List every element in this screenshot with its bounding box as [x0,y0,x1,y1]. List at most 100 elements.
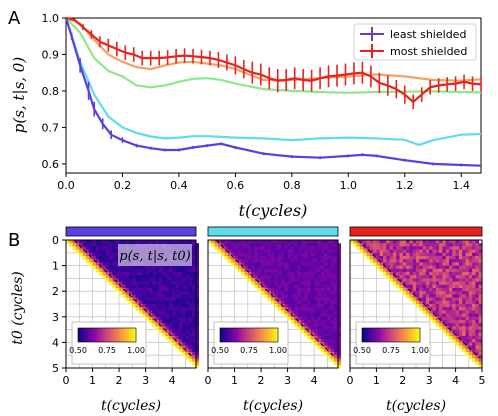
heatmap-cell [115,252,120,257]
heatmap-cell [320,345,325,350]
heatmap-cell [462,310,466,314]
heatmap-cell [392,259,397,263]
heatmap-cell [406,275,410,279]
heatmap-cell [214,240,219,244]
heatmap-cell [192,304,196,308]
heatmap-cell [287,307,292,311]
heatmap-cell [237,249,242,254]
colorbar-segment [394,328,398,342]
heatmap-cell [165,291,170,295]
heatmap-cell [334,355,338,359]
heatmap-cell [195,320,199,324]
heatmap-cell [152,297,156,302]
heatmap-cell [175,297,180,302]
heatmap-cell [182,288,186,292]
heatmap-cell [445,307,450,311]
heatmap-cell [317,297,322,302]
heatmap-cell [297,323,302,327]
heatmap-cell [139,278,143,282]
heatmap-cell [277,275,282,279]
heatmap-cell [92,259,97,263]
heatmap-cell [458,268,463,273]
heatmap-cell [416,275,420,279]
heatmap-cell [142,278,146,282]
heatmap-cell [310,275,315,279]
heatmap-cell [175,265,180,270]
heatmap-cell [327,249,332,254]
heatmap-cell [105,246,110,250]
heatmap-cell [264,246,269,250]
heatmap-cell [314,320,318,324]
heatmap-cell [274,259,278,263]
heatmap-cell [178,281,183,286]
heatmap-cell [254,265,259,270]
heatmap-cell [148,275,153,279]
heatmap-cell [294,272,298,276]
heatmap-cell [304,297,308,302]
heatmap-cell [158,288,163,292]
colorbar-segment [247,328,250,342]
heatmap-cell [287,249,292,254]
heatmap-cell [330,304,335,308]
heatmap-cell [314,265,318,270]
heatmap-cell [334,259,338,263]
heatmap-cell [122,281,127,286]
y-tick-label: 0.7 [42,121,60,134]
heatmap-cell [182,294,186,298]
heatmap-cell [300,284,305,289]
heatmap-cell [475,336,480,340]
heatmap-cell [185,352,190,356]
heatmap-cell [458,259,463,263]
colorbar-segment [410,328,413,342]
heatmap-cell [251,240,255,244]
colorbar-tick-label: 1.00 [411,346,429,355]
heatmap-cell [435,262,440,266]
x-tick-label: 2 [258,374,265,387]
heatmap-cell [145,304,150,308]
heatmap-cell [478,259,483,263]
heatmap-cell [185,342,190,346]
heatmap-cell [155,323,160,327]
heatmap-cell [406,262,410,266]
colorbar-segment [272,328,275,342]
heatmap-cell [465,294,470,298]
heatmap-cell [458,300,463,305]
line-chart: 0.0 0.2 0.4 0.6 0.8 1.0 1.2 1.4 0.60.70.80.91.0… [10,12,482,220]
heatmap-cell [271,256,275,260]
heatmap-cell [314,329,318,334]
heatmap-cell [175,326,180,330]
heatmap-cell [429,284,433,289]
heatmap-cell [449,313,453,318]
heatmap-cell [425,252,430,257]
heatmap-cell [432,297,437,302]
series-layer [64,16,482,167]
heatmap-cell [172,336,176,340]
heatmap-cell [468,300,473,305]
heatmap-cell [277,288,282,292]
heatmap-cell [290,307,295,311]
heatmap-cell [172,294,176,298]
colorbar-segment [132,328,135,342]
colorbar-segment [391,328,394,342]
heatmap-cell [241,272,245,276]
y-tick-label: 1.0 [42,12,60,25]
heatmap-cell [465,262,470,266]
heatmap-cell [330,348,335,353]
heatmap-cell [416,288,420,292]
heatmap-cell [172,272,176,276]
heatmap-cell [472,243,476,247]
heatmap-cell [148,294,153,298]
heatmap-cells [350,240,483,369]
heatmap-cell [337,358,341,362]
heatmap-cell [373,256,377,260]
heatmap-cell [162,297,166,302]
heatmap-cell [274,256,278,260]
heatmap-cell [214,243,219,247]
heatmap-cell [334,332,338,337]
heatmap-cell [178,326,183,330]
heatmap-cell [145,313,150,318]
heatmap-cell [432,307,437,311]
heatmap-cell [337,278,341,282]
heatmap-cell [419,278,423,282]
heatmap-cell [195,355,199,359]
